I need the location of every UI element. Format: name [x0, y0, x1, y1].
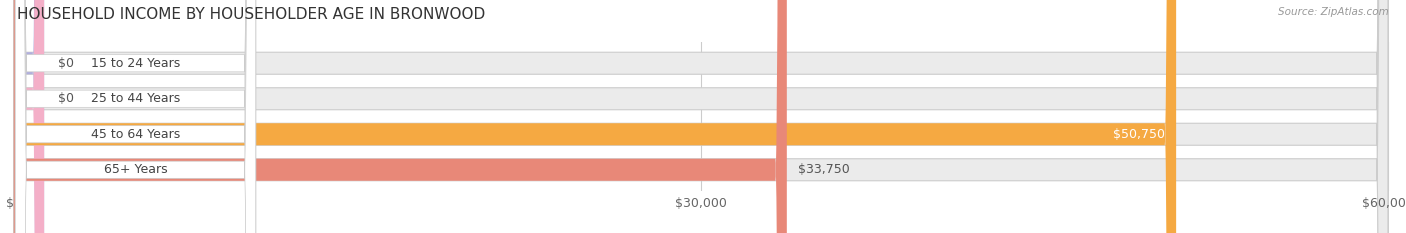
FancyBboxPatch shape [14, 0, 1388, 233]
Text: HOUSEHOLD INCOME BY HOUSEHOLDER AGE IN BRONWOOD: HOUSEHOLD INCOME BY HOUSEHOLDER AGE IN B… [17, 7, 485, 22]
Text: $0: $0 [58, 92, 75, 105]
FancyBboxPatch shape [14, 0, 1177, 233]
FancyBboxPatch shape [14, 0, 787, 233]
Text: 25 to 44 Years: 25 to 44 Years [91, 92, 180, 105]
FancyBboxPatch shape [14, 0, 44, 233]
Text: 15 to 24 Years: 15 to 24 Years [91, 57, 180, 70]
FancyBboxPatch shape [14, 0, 1388, 233]
Text: 65+ Years: 65+ Years [104, 163, 167, 176]
Text: $33,750: $33,750 [797, 163, 849, 176]
Text: $50,750: $50,750 [1114, 128, 1166, 141]
FancyBboxPatch shape [15, 0, 256, 233]
FancyBboxPatch shape [14, 0, 1388, 233]
FancyBboxPatch shape [15, 0, 256, 233]
Text: Source: ZipAtlas.com: Source: ZipAtlas.com [1278, 7, 1389, 17]
FancyBboxPatch shape [15, 0, 256, 233]
FancyBboxPatch shape [15, 0, 256, 233]
FancyBboxPatch shape [14, 0, 1388, 233]
Text: 45 to 64 Years: 45 to 64 Years [91, 128, 180, 141]
Text: $0: $0 [58, 57, 75, 70]
FancyBboxPatch shape [14, 0, 44, 233]
